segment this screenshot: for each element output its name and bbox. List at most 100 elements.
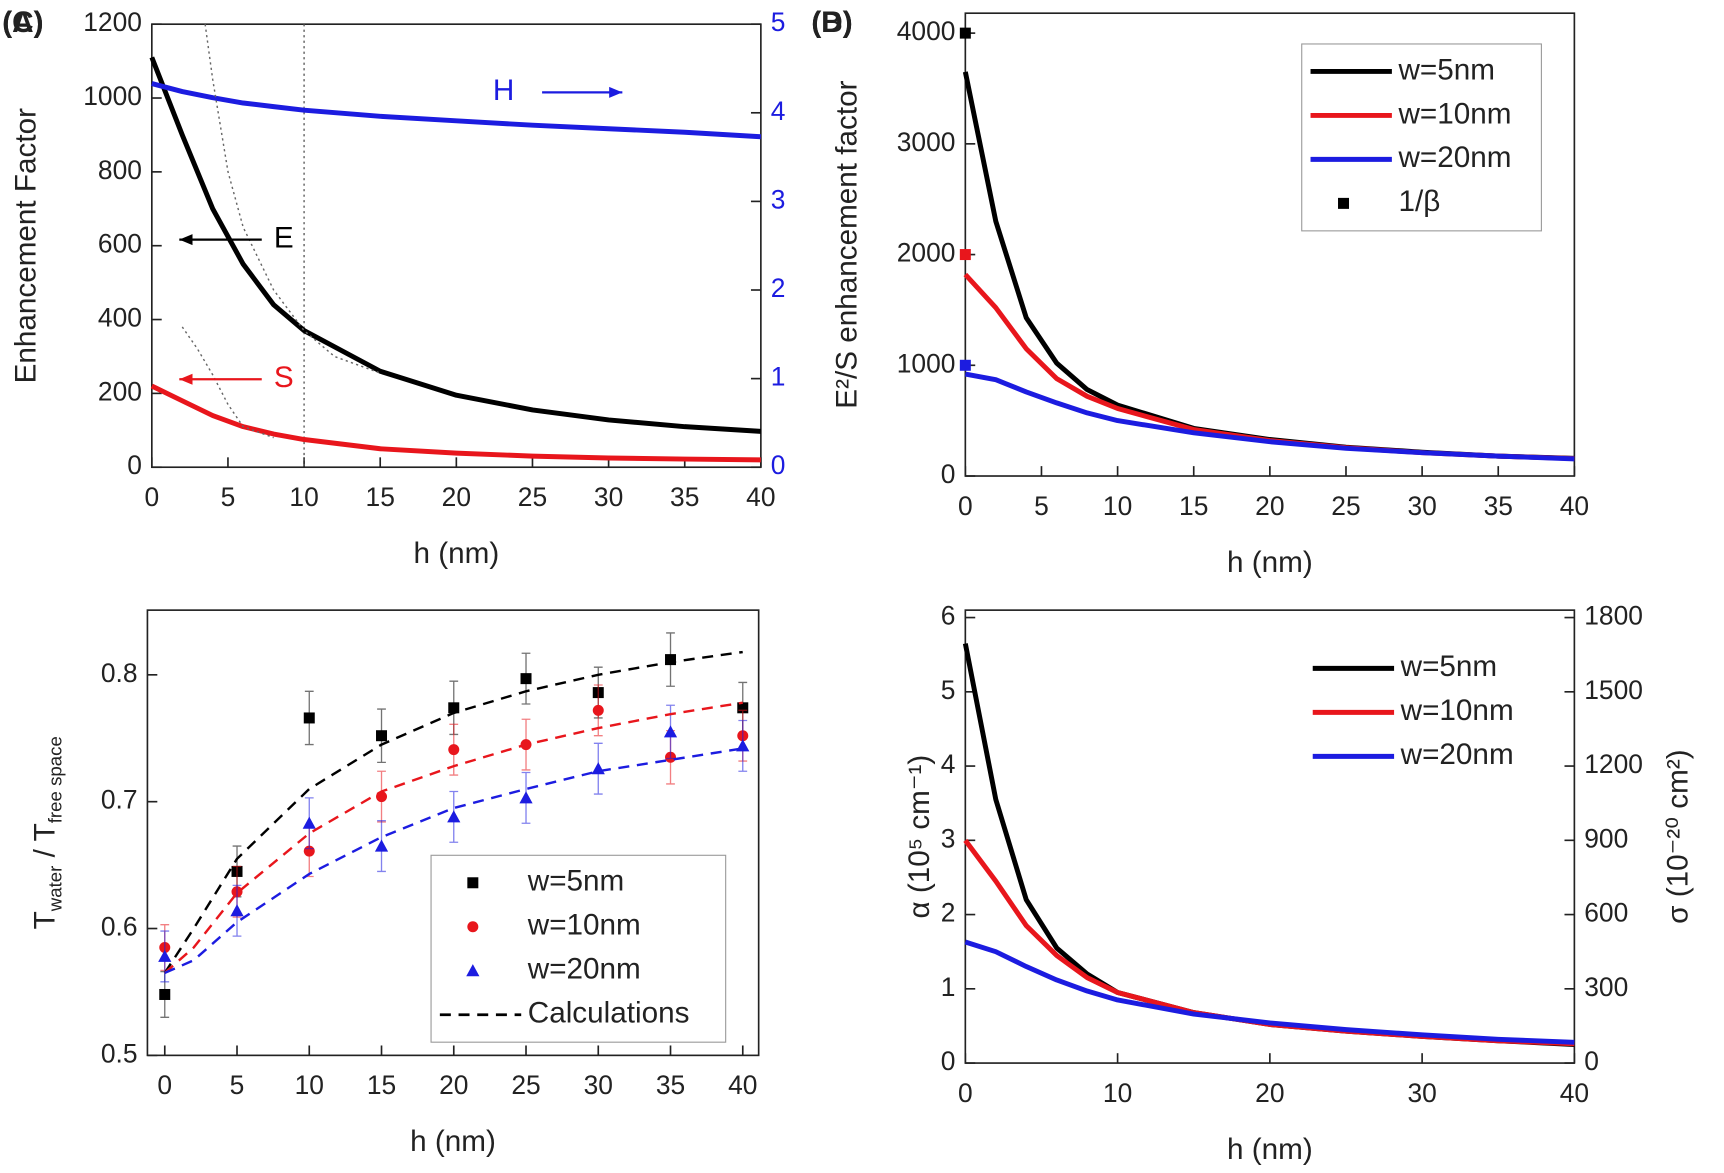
panel: (A)0 5 10 15 20 25 30 35 40020040060080010001200… xyxy=(2,6,785,570)
x-tick-label: 25 xyxy=(1331,491,1360,521)
x-tick-label: 10 xyxy=(295,1070,324,1100)
y-axis-label: Twater / Tfree space xyxy=(28,736,66,929)
legend-label: w=20nm xyxy=(527,953,641,986)
legend-label: w=10nm xyxy=(1400,694,1514,727)
x-tick-label: 30 xyxy=(1407,1078,1436,1108)
y-tick-label: 1200 xyxy=(83,7,142,37)
x-tick-label: 0 xyxy=(144,482,159,512)
x-tick-label: 5 xyxy=(221,482,236,512)
marker xyxy=(959,359,971,371)
y-axis-label-part: / T xyxy=(28,823,61,865)
x-tick-label: 30 xyxy=(594,482,623,512)
panel: (D)0 10 20 30 400123456030060090012001500180… xyxy=(811,6,1694,1166)
y-tick-label: 3 xyxy=(941,823,956,853)
x-axis-label: h (nm) xyxy=(1227,1133,1313,1166)
y-tick-label: 5 xyxy=(941,675,956,705)
marker xyxy=(959,27,971,39)
marker xyxy=(519,791,533,804)
y2-tick-label: 900 xyxy=(1584,823,1628,853)
series-label: H xyxy=(493,74,514,107)
legend-label: w=20nm xyxy=(1397,141,1511,174)
marker xyxy=(448,702,460,714)
panel: (B) 0 5 10 15 20 25 30 35 40 0 1000 2000 3000 4000 h (n… xyxy=(811,6,1589,579)
legend-label: 1/β xyxy=(1398,185,1440,218)
y2-tick-label: 0 xyxy=(1584,1046,1599,1076)
x-tick-label: 15 xyxy=(367,1070,396,1100)
y-tick-label: 2 xyxy=(941,898,956,928)
x-tick-label: 35 xyxy=(656,1070,685,1100)
y-tick-label: 2000 xyxy=(897,238,956,268)
x-tick-label: 20 xyxy=(439,1070,468,1100)
marker xyxy=(230,904,244,917)
series-line xyxy=(963,272,1575,462)
legend-marker xyxy=(467,877,479,889)
x-tick-label: 40 xyxy=(746,482,775,512)
x-tick-label: 10 xyxy=(1103,491,1132,521)
series-line xyxy=(164,747,743,975)
marker xyxy=(592,704,604,716)
y-tick-label: 0.5 xyxy=(101,1038,138,1068)
y2-tick-label: 3 xyxy=(771,184,786,214)
marker xyxy=(665,654,677,666)
y-tick-label: 4 xyxy=(941,749,956,779)
series-label: E xyxy=(274,222,294,255)
panel: (C) 0 5 10 15 20 25 30 35 40 0.5 0.6 0.7 0.8 h (nm) Twa… xyxy=(2,6,760,1158)
marker xyxy=(448,744,460,756)
y-axis-label: Enhancement Factor xyxy=(9,108,42,384)
arrow-head xyxy=(179,234,193,246)
legend-label: w=5nm xyxy=(527,865,624,898)
y-tick-label: 0.7 xyxy=(101,785,138,815)
x-tick-label: 40 xyxy=(728,1070,757,1100)
legend-label: w=10nm xyxy=(1397,97,1511,130)
series-line xyxy=(964,939,1575,1045)
x-tick-label: 15 xyxy=(366,482,395,512)
x-tick-label: 10 xyxy=(1103,1078,1132,1108)
marker xyxy=(737,702,749,714)
y-tick-label: 200 xyxy=(98,376,142,406)
x-tick-label: 10 xyxy=(289,482,318,512)
panel-label: (A) xyxy=(2,6,43,39)
y2-tick-label: 600 xyxy=(1584,898,1628,928)
x-tick-label: 20 xyxy=(1255,491,1284,521)
y-tick-label: 4000 xyxy=(897,16,956,46)
marker xyxy=(520,673,532,685)
legend-marker xyxy=(466,964,480,977)
legend-marker xyxy=(1338,197,1350,209)
x-tick-label: 35 xyxy=(670,482,699,512)
series-label: S xyxy=(274,361,294,394)
marker xyxy=(303,712,315,724)
marker xyxy=(158,949,172,962)
x-tick-label: 5 xyxy=(230,1070,245,1100)
x-tick-label: 20 xyxy=(1255,1078,1284,1108)
y2-tick-label: 2 xyxy=(771,273,786,303)
y-tick-label: 3000 xyxy=(897,127,956,157)
y-tick-label: 0 xyxy=(127,450,142,480)
y-tick-label: 0 xyxy=(941,1046,956,1076)
y-axis-label: E²/S enhancement factor xyxy=(831,80,864,408)
x-tick-label: 30 xyxy=(1407,491,1436,521)
legend-frame xyxy=(430,854,727,1043)
marker xyxy=(376,730,388,742)
x-axis-label: h (nm) xyxy=(413,537,499,570)
y-tick-label: 0.6 xyxy=(101,911,138,941)
y-tick-label: 6 xyxy=(941,601,956,631)
marker xyxy=(663,725,678,738)
y-axis-label: α (10⁵ cm⁻¹) xyxy=(903,755,936,919)
legend-label: Calculations xyxy=(528,997,690,1030)
x-tick-label: 40 xyxy=(1560,491,1589,521)
marker xyxy=(302,816,316,829)
series-line xyxy=(149,56,762,434)
x-tick-label: 25 xyxy=(518,482,547,512)
x-tick-label: 5 xyxy=(1034,491,1049,521)
arrow-head xyxy=(179,373,193,385)
y-tick-label: 1000 xyxy=(897,348,956,378)
y-tick-label: 1 xyxy=(941,972,956,1002)
legend-label: w=5nm xyxy=(1397,53,1494,86)
plot-frame xyxy=(146,609,760,1057)
y-axis-label-part: free space xyxy=(45,736,66,823)
y-tick-label: 0 xyxy=(941,459,956,489)
y2-tick-label: 300 xyxy=(1584,972,1628,1002)
legend-label: w=20nm xyxy=(1400,738,1514,771)
y-tick-label: 600 xyxy=(98,229,142,259)
